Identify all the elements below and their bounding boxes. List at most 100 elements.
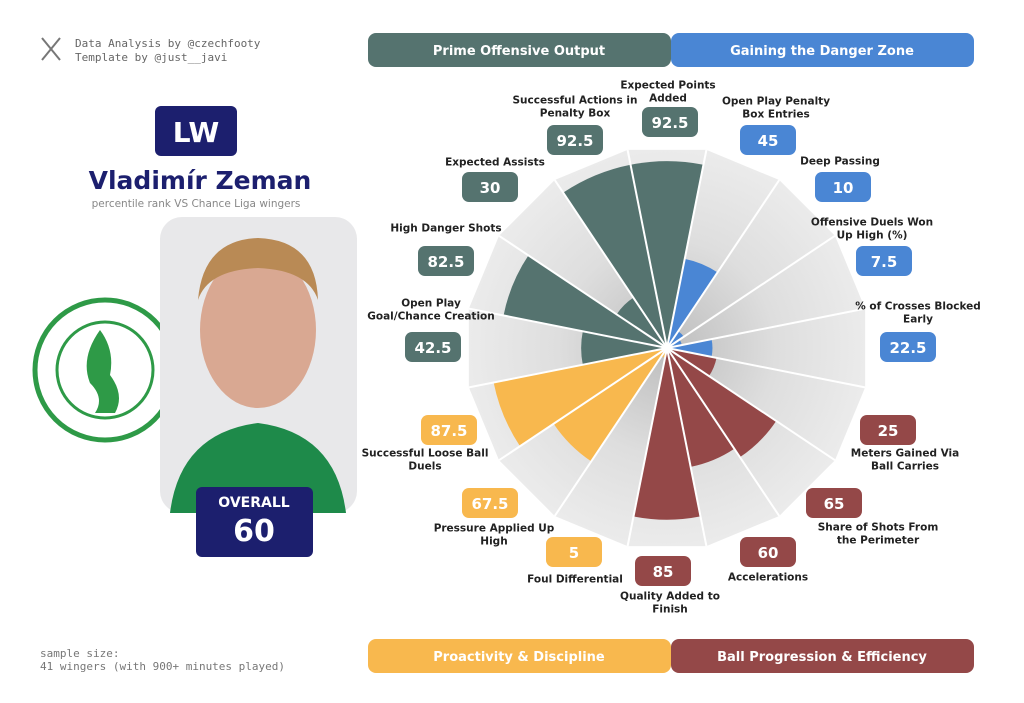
value-label: 92.5	[556, 132, 593, 150]
value-label: 87.5	[430, 422, 467, 440]
wedge	[667, 258, 718, 348]
category-label: Meters Gained Via Ball Carries	[850, 447, 960, 472]
wedge	[667, 339, 713, 357]
category-label: Foul Differential	[527, 573, 623, 586]
value-label: 22.5	[889, 339, 926, 357]
category-label: % of Crosses Blocked Early	[855, 300, 981, 325]
category-label: Pressure Applied Up High	[433, 522, 555, 547]
value-label: 92.5	[651, 114, 688, 132]
spoke	[468, 347, 668, 389]
value-badge	[856, 246, 912, 276]
value-label: 5	[569, 544, 579, 562]
overall-label: OVERALL	[218, 495, 289, 511]
value-label: 7.5	[871, 253, 898, 271]
wedge	[667, 348, 777, 458]
wedge	[616, 297, 667, 348]
category-label: Successful Actions in Penalty Box	[512, 94, 638, 119]
spoke	[666, 179, 781, 349]
player-photo	[160, 217, 357, 513]
category-label: Accelerations	[727, 571, 809, 584]
credit: Data Analysis by @czechfooty	[75, 37, 261, 50]
legend-banner	[368, 33, 671, 67]
player-name: Vladimír Zeman	[89, 166, 312, 195]
spoke	[498, 347, 668, 462]
category-label: Successful Loose Ball Duels	[361, 447, 489, 472]
legend-label: Ball Progression & Efficiency	[717, 650, 927, 665]
spoke	[666, 347, 836, 462]
value-label: 82.5	[427, 253, 464, 271]
spoke	[468, 307, 668, 349]
value-badge	[642, 107, 698, 137]
sample-size: 41 wingers (with 900+ minutes played)	[40, 660, 285, 673]
wedge	[581, 331, 667, 365]
legend-banner	[671, 33, 974, 67]
value-label: 25	[878, 422, 899, 440]
club-logo	[32, 297, 178, 443]
spoke	[666, 347, 781, 517]
wedge	[493, 348, 667, 447]
value-label: 67.5	[471, 495, 508, 513]
legend-label: Proactivity & Discipline	[433, 650, 605, 665]
wedge	[503, 255, 667, 348]
value-badge	[405, 332, 461, 362]
credit: Template by @just__javi	[75, 51, 227, 64]
wedge	[563, 164, 667, 348]
value-badge	[806, 488, 862, 518]
spoke	[666, 234, 836, 349]
spoke	[626, 347, 668, 547]
wedge	[633, 348, 701, 520]
spoke	[666, 347, 708, 547]
category-label: Expected Assists	[445, 156, 545, 169]
wedge	[667, 331, 684, 348]
value-label: 65	[824, 495, 845, 513]
wedge	[667, 348, 717, 377]
value-badge	[546, 537, 602, 567]
value-badge	[418, 246, 474, 276]
value-badge	[860, 415, 916, 445]
value-badge	[815, 172, 871, 202]
category-label: Deep Passing	[800, 155, 880, 168]
category-label: Open Play Goal/Chance Creation	[367, 297, 495, 322]
spoke	[626, 149, 668, 349]
value-label: 60	[758, 544, 779, 562]
value-label: 10	[833, 179, 854, 197]
overall-box	[196, 487, 313, 557]
wedge	[630, 161, 704, 348]
value-badge	[462, 172, 518, 202]
subtitle: percentile rank VS Chance Liga wingers	[92, 198, 301, 210]
spoke	[498, 234, 668, 349]
value-label: 30	[480, 179, 501, 197]
value-badge	[740, 537, 796, 567]
overall-value: 60	[233, 514, 275, 549]
category-label: Quality Added to Finish	[620, 590, 720, 615]
spoke	[666, 149, 708, 349]
x-logo	[41, 37, 61, 61]
wedge	[667, 348, 735, 467]
value-label: 45	[758, 132, 779, 150]
category-label: Open Play Penalty Box Entries	[721, 95, 831, 120]
legend-banner	[368, 639, 671, 673]
category-label: Expected Points Added	[620, 79, 716, 104]
category-label: High Danger Shots	[390, 222, 502, 235]
sample-size: sample size:	[40, 647, 119, 660]
value-label: 42.5	[414, 339, 451, 357]
category-label: Share of Shots From the Perimeter	[817, 521, 939, 546]
spoke	[553, 179, 668, 349]
position-badge	[155, 106, 237, 156]
value-badge	[740, 125, 796, 155]
value-badge	[421, 415, 477, 445]
value-badge	[547, 125, 603, 155]
category-label: Offensive Duels Won Up High (%)	[810, 216, 934, 241]
spoke	[666, 347, 866, 389]
value-badge	[635, 556, 691, 586]
legend-label: Gaining the Danger Zone	[730, 44, 914, 59]
spoke	[666, 307, 866, 349]
value-badge	[880, 332, 936, 362]
value-label: 85	[653, 563, 674, 581]
wedge	[553, 348, 667, 462]
value-badge	[462, 488, 518, 518]
legend-banner	[671, 639, 974, 673]
spoke	[553, 347, 668, 517]
